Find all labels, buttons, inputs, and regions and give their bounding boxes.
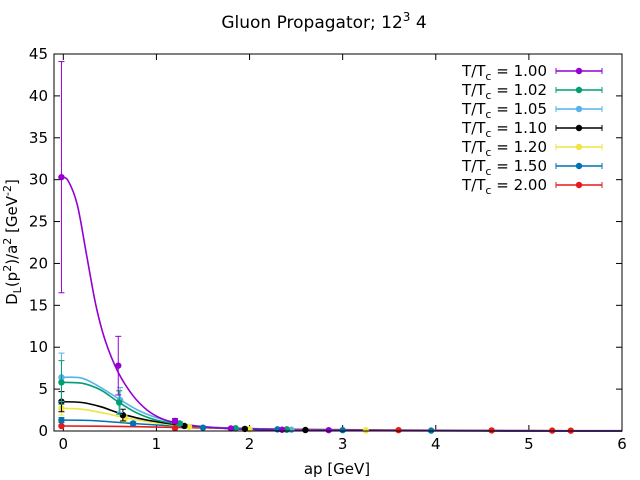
- y-tick-label: 0: [38, 422, 48, 440]
- data-point-series-0: [325, 426, 332, 434]
- data-point-series-5: [129, 420, 137, 427]
- legend-marker-series-2: [575, 105, 583, 113]
- fit-curve-series-2: [61, 376, 623, 432]
- y-axis-label: DL(p2)/a2 [GeV-2]: [1, 179, 24, 305]
- y-tick-label: 35: [29, 129, 48, 147]
- data-point-series-0: [227, 425, 235, 432]
- data-point-series-6: [395, 426, 402, 434]
- x-tick-label: 2: [245, 435, 255, 453]
- y-tick-label: 40: [29, 87, 48, 105]
- x-tick-label: 4: [431, 435, 441, 453]
- data-point-series-4: [362, 427, 370, 434]
- legend: T/Tc = 1.00T/Tc = 1.02T/Tc = 1.05T/Tc = …: [461, 62, 603, 197]
- y-tick-label: 15: [29, 296, 48, 314]
- x-axis-label: ap [GeV]: [304, 460, 370, 478]
- data-point-series-6: [171, 424, 179, 432]
- data-point-series-5: [58, 416, 65, 424]
- chart-title: Gluon Propagator; 123 4: [221, 10, 426, 33]
- data-point-series-3: [302, 426, 309, 434]
- x-tick-label: 3: [338, 435, 348, 453]
- legend-marker-series-3: [575, 124, 583, 132]
- x-tick-label: 6: [617, 435, 627, 453]
- legend-marker-series-1: [575, 86, 583, 94]
- data-point-series-0: [278, 426, 286, 433]
- legend-marker-series-4: [575, 143, 583, 151]
- legend-marker-series-0: [575, 67, 583, 75]
- fit-curves: [61, 176, 623, 432]
- data-point-series-1: [58, 379, 65, 386]
- legend-label-series-5: T/Tc = 1.50: [461, 157, 547, 178]
- x-tick-label: 0: [59, 435, 69, 453]
- data-point-series-6: [58, 422, 65, 430]
- y-tick-label: 5: [38, 380, 48, 398]
- x-tick-label: 1: [152, 435, 162, 453]
- legend-marker-series-6: [575, 181, 583, 189]
- data-point-series-0: [171, 417, 179, 425]
- data-point-series-1: [115, 399, 123, 406]
- plot-frame: [53, 53, 623, 432]
- data-point-series-5: [199, 424, 207, 431]
- y-tick-label: 25: [29, 213, 48, 231]
- y-tick-label: 20: [29, 254, 48, 272]
- data-point-series-0: [58, 173, 65, 181]
- legend-label-series-3: T/Tc = 1.10: [461, 119, 547, 140]
- legend-label-series-6: T/Tc = 2.00: [461, 176, 547, 197]
- data-point-series-0: [115, 362, 122, 369]
- data-point-series-6: [488, 427, 495, 434]
- data-point-series-3: [119, 411, 127, 419]
- data-point-series-5: [339, 426, 346, 434]
- legend-marker-series-5: [575, 162, 583, 170]
- legend-label-series-1: T/Tc = 1.02: [461, 81, 547, 102]
- legend-label-series-2: T/Tc = 1.05: [461, 100, 547, 121]
- legend-label-series-0: T/Tc = 1.00: [461, 62, 547, 83]
- y-tick-label: 30: [29, 171, 48, 189]
- y-tick-label: 10: [29, 338, 48, 356]
- legend-label-series-4: T/Tc = 1.20: [461, 138, 547, 159]
- y-tick-label: 45: [29, 45, 48, 63]
- fit-curve-series-0: [61, 176, 623, 432]
- x-tick-label: 5: [524, 435, 534, 453]
- data-point-series-1: [232, 425, 239, 432]
